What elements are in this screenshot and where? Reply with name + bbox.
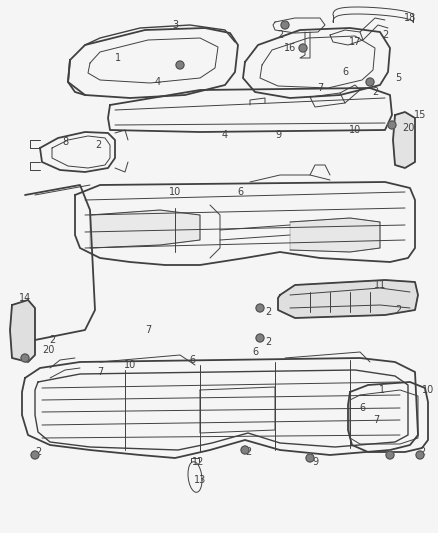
Text: 2: 2 [395,305,401,315]
Text: 4: 4 [155,77,161,87]
Text: 15: 15 [414,110,426,120]
Text: 6: 6 [237,187,243,197]
Circle shape [306,454,314,462]
Text: 7: 7 [317,83,323,93]
Circle shape [386,451,394,459]
Circle shape [256,334,264,342]
Text: 7: 7 [97,367,103,377]
Circle shape [299,44,307,52]
Text: 7: 7 [145,325,151,335]
Circle shape [388,121,396,129]
Text: 17: 17 [349,37,361,47]
Text: 10: 10 [349,125,361,135]
Text: 10: 10 [422,385,434,395]
Text: 9: 9 [275,130,281,140]
Text: 9: 9 [312,457,318,467]
Circle shape [256,304,264,312]
Text: 2: 2 [419,447,425,457]
Text: 2: 2 [265,307,271,317]
Text: 7: 7 [373,415,379,425]
Text: 4: 4 [222,130,228,140]
Circle shape [31,451,39,459]
Text: 8: 8 [62,137,68,147]
Text: 14: 14 [19,293,31,303]
Text: 6: 6 [189,355,195,365]
Circle shape [281,21,289,29]
Text: 12: 12 [192,457,204,467]
Text: 1: 1 [115,53,121,63]
Text: 10: 10 [169,187,181,197]
Circle shape [366,78,374,86]
Text: 2: 2 [245,447,251,457]
Text: 2: 2 [382,30,388,40]
Polygon shape [10,300,35,362]
Text: 18: 18 [404,13,416,23]
Text: 20: 20 [402,123,414,133]
Text: 6: 6 [359,403,365,413]
Text: 13: 13 [194,475,206,485]
Text: 10: 10 [124,360,136,370]
Polygon shape [278,280,418,318]
Text: 11: 11 [374,280,386,290]
Text: 6: 6 [342,67,348,77]
Text: 6: 6 [252,347,258,357]
Text: 2: 2 [49,335,55,345]
Polygon shape [393,112,415,168]
Polygon shape [290,218,380,252]
Text: 16: 16 [284,43,296,53]
Text: 5: 5 [395,73,401,83]
Text: 2: 2 [35,447,41,457]
Circle shape [176,61,184,69]
Circle shape [416,451,424,459]
Circle shape [21,354,29,362]
Text: 20: 20 [42,345,54,355]
Polygon shape [90,210,200,248]
Text: 2: 2 [277,30,283,40]
Text: 2: 2 [372,87,378,97]
Text: 2: 2 [95,140,101,150]
Text: 2: 2 [265,337,271,347]
Circle shape [241,446,249,454]
Text: 3: 3 [172,20,178,30]
Text: 1: 1 [379,385,385,395]
